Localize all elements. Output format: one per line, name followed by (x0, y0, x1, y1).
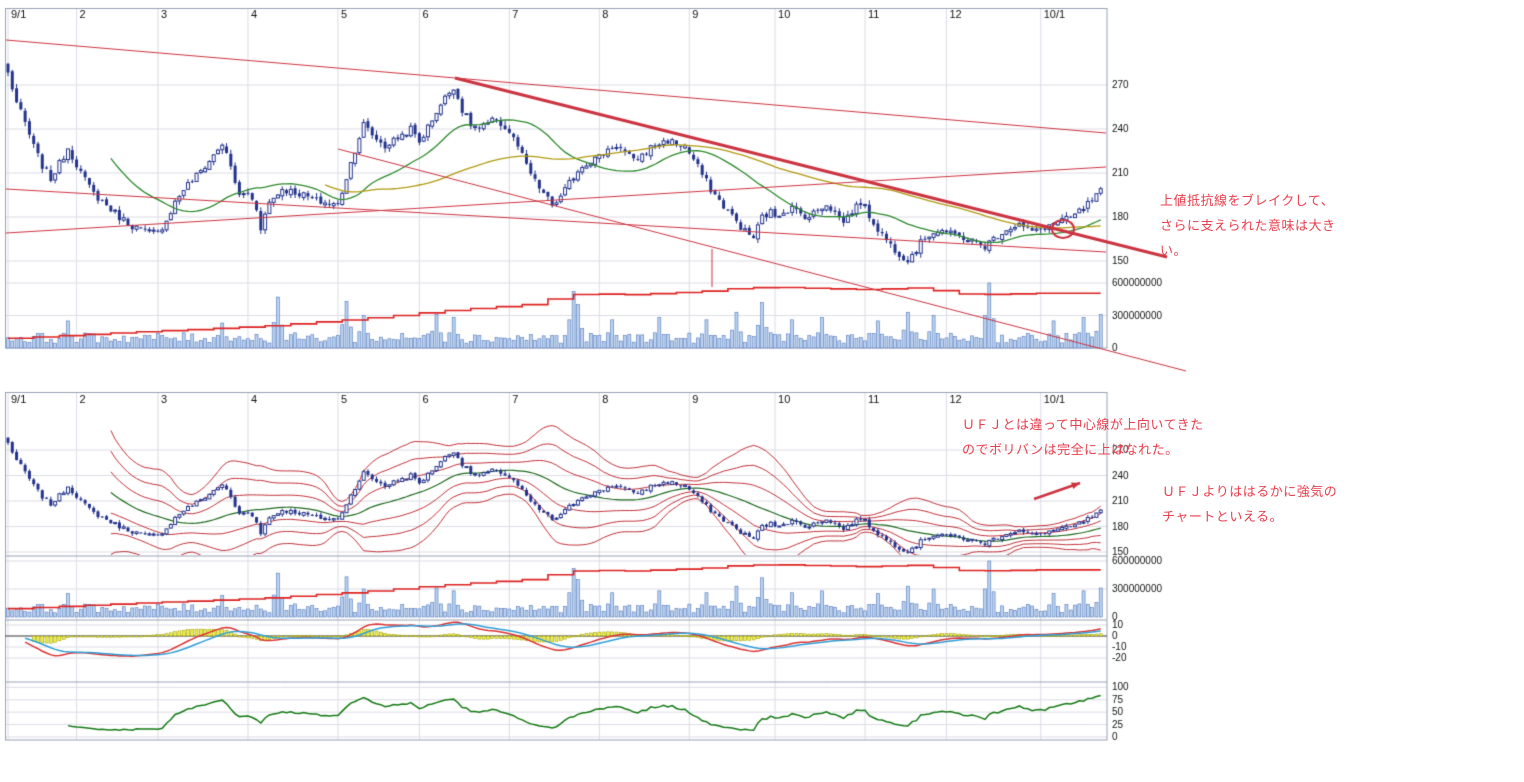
annotation-bottom-bullish: ＵＦＪよりははるかに強気の チャートといえる。 (1162, 479, 1337, 529)
annotation-line: い。 (1160, 243, 1188, 258)
annotation-bottom-bollinger: ＵＦＪとは違って中心線が上向いてきた のでボリバンは完全に上はなれた。 (962, 412, 1204, 462)
annotation-top-breakout: 上値抵抗線をブレイクして、 さらに支えられた意味は大き い。 (1160, 188, 1336, 263)
annotation-line: チャートといえる。 (1162, 509, 1283, 524)
annotation-line: ＵＦＪとは違って中心線が上向いてきた (962, 417, 1204, 432)
annotation-line: のでボリバンは完全に上はなれた。 (962, 442, 1179, 457)
annotation-line: 上値抵抗線をブレイクして、 (1160, 193, 1335, 208)
annotation-line: ＵＦＪよりははるかに強気の (1162, 484, 1338, 499)
annotation-line: さらに支えられた意味は大き (1160, 218, 1336, 233)
